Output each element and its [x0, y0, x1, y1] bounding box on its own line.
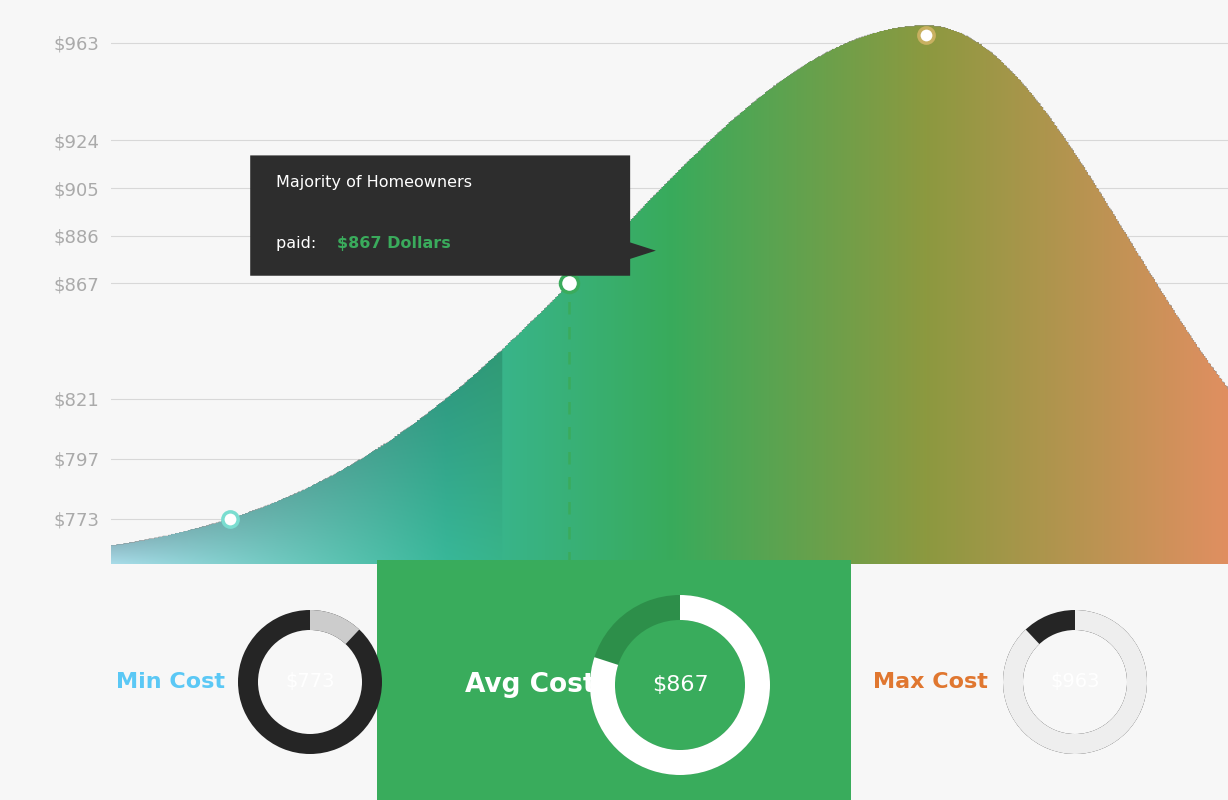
- Text: Min Cost: Min Cost: [115, 672, 225, 692]
- FancyBboxPatch shape: [251, 155, 630, 276]
- Wedge shape: [309, 610, 360, 644]
- Text: $963: $963: [1050, 673, 1100, 691]
- FancyBboxPatch shape: [377, 532, 851, 800]
- Text: $773: $773: [285, 673, 335, 691]
- Wedge shape: [589, 595, 770, 775]
- Text: Max Cost: Max Cost: [873, 672, 987, 692]
- Text: Avg Cost: Avg Cost: [464, 672, 596, 698]
- Text: Majority of Homeowners: Majority of Homeowners: [276, 175, 472, 190]
- Text: paid:: paid:: [276, 236, 322, 250]
- Wedge shape: [1003, 610, 1147, 754]
- Text: $867 Dollars: $867 Dollars: [338, 236, 451, 250]
- Wedge shape: [238, 610, 382, 754]
- Wedge shape: [589, 595, 770, 775]
- Polygon shape: [625, 241, 656, 261]
- Wedge shape: [1003, 610, 1147, 754]
- Text: $867: $867: [652, 675, 709, 695]
